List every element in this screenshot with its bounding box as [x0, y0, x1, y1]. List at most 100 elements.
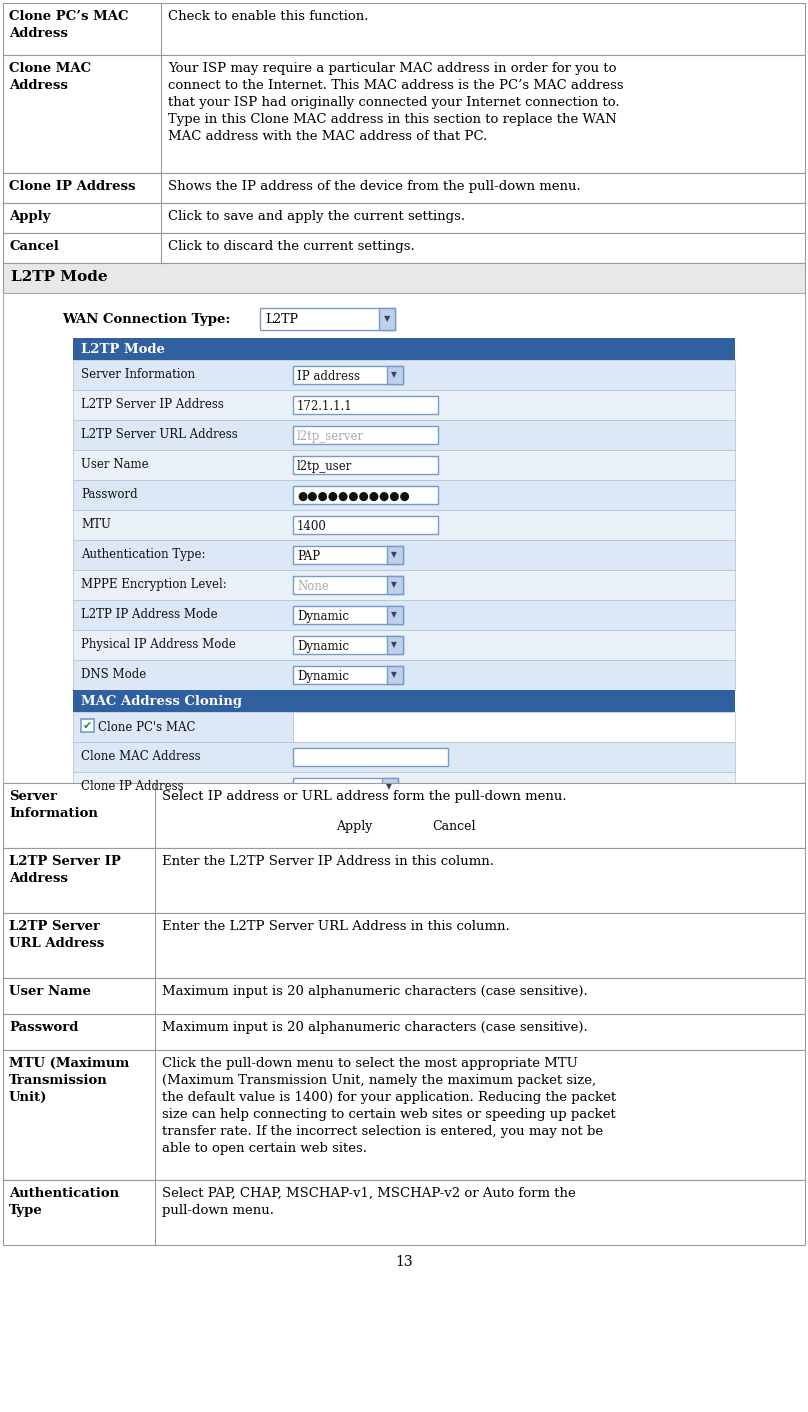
Text: Physical IP Address Mode: Physical IP Address Mode [81, 638, 236, 651]
Bar [73, 630, 735, 659]
Text: L2TP Mode: L2TP Mode [81, 343, 165, 356]
Bar [3, 1051, 805, 1180]
Bar [3, 979, 805, 1014]
Text: ▼: ▼ [391, 641, 397, 650]
Text: Dynamic: Dynamic [297, 640, 349, 652]
Bar [81, 719, 94, 731]
Text: Dynamic: Dynamic [297, 671, 349, 683]
Bar [293, 666, 403, 683]
Bar [73, 419, 735, 450]
Text: Cancel: Cancel [432, 820, 476, 833]
Text: ▼: ▼ [384, 315, 390, 323]
Bar [387, 635, 403, 654]
Bar [382, 778, 398, 796]
Text: Dynamic: Dynamic [297, 610, 349, 623]
Text: L2TP Server IP
Address: L2TP Server IP Address [9, 856, 121, 885]
Bar [293, 515, 438, 534]
Bar [73, 539, 735, 570]
Bar [293, 395, 438, 414]
Text: L2TP Server IP Address: L2TP Server IP Address [81, 398, 224, 411]
Bar [409, 813, 499, 837]
Text: Authentication
Type: Authentication Type [9, 1187, 119, 1217]
Text: Clone IP Address: Clone IP Address [9, 179, 136, 193]
Text: ▼: ▼ [391, 370, 397, 380]
Bar [3, 203, 805, 233]
Bar [293, 366, 403, 384]
Text: Shows the IP address of the device from the pull-down menu.: Shows the IP address of the device from … [168, 179, 581, 193]
Bar [73, 600, 735, 630]
Text: Select IP address or URL address form the pull-down menu.: Select IP address or URL address form th… [162, 789, 566, 803]
Bar [3, 294, 805, 784]
Text: L2TP Server URL Address: L2TP Server URL Address [81, 428, 238, 441]
Text: l2tp_user: l2tp_user [297, 460, 352, 473]
Text: Cancel: Cancel [9, 240, 59, 253]
Bar [293, 635, 403, 654]
Text: L2TP Mode: L2TP Mode [11, 270, 107, 284]
Text: 13: 13 [395, 1255, 413, 1269]
Bar [379, 308, 395, 330]
Bar [73, 480, 735, 510]
Text: ✔: ✔ [83, 722, 92, 731]
Text: ▼: ▼ [391, 610, 397, 620]
Bar [3, 3, 805, 55]
Bar [73, 390, 735, 419]
Text: Password: Password [81, 489, 137, 501]
Text: IP address: IP address [297, 370, 360, 383]
Text: WAN Connection Type:: WAN Connection Type: [61, 313, 230, 326]
Text: Maximum input is 20 alphanumeric characters (case sensitive).: Maximum input is 20 alphanumeric charact… [162, 986, 587, 998]
Text: Clone PC’s MAC
Address: Clone PC’s MAC Address [9, 10, 128, 40]
Text: User Name: User Name [9, 986, 90, 998]
Bar [293, 576, 403, 594]
Bar [387, 606, 403, 624]
Text: MTU (Maximum
Transmission
Unit): MTU (Maximum Transmission Unit) [9, 1058, 129, 1104]
Bar [387, 546, 403, 563]
Text: MAC Address Cloning: MAC Address Cloning [81, 695, 242, 707]
Text: Maximum input is 20 alphanumeric characters (case sensitive).: Maximum input is 20 alphanumeric charact… [162, 1021, 587, 1034]
Bar [3, 1014, 805, 1051]
Text: L2TP IP Address Mode: L2TP IP Address Mode [81, 609, 217, 621]
Text: None: None [297, 580, 329, 593]
Text: MTU: MTU [81, 518, 111, 531]
Text: User Name: User Name [81, 457, 149, 472]
Text: Clone IP Address: Clone IP Address [81, 779, 183, 794]
Bar [73, 510, 735, 539]
Text: 172.1.1.1: 172.1.1.1 [297, 400, 352, 412]
Bar [293, 546, 403, 563]
Text: Clone MAC
Address: Clone MAC Address [9, 62, 91, 92]
Text: Your ISP may require a particular MAC address in order for you to
connect to the: Your ISP may require a particular MAC ad… [168, 62, 624, 143]
Text: Server Information: Server Information [81, 369, 195, 381]
Text: ▼: ▼ [391, 580, 397, 589]
Bar [387, 366, 403, 384]
Text: ▼: ▼ [386, 782, 392, 792]
Bar [3, 1180, 805, 1245]
Text: Enter the L2TP Server IP Address in this column.: Enter the L2TP Server IP Address in this… [162, 856, 494, 868]
Bar [3, 784, 805, 849]
Bar [3, 174, 805, 203]
Bar [73, 570, 735, 600]
Bar [293, 712, 735, 741]
Bar [3, 849, 805, 914]
Text: Authentication Type:: Authentication Type: [81, 548, 205, 561]
Text: Click the pull-down menu to select the most appropriate MTU
(Maximum Transmissio: Click the pull-down menu to select the m… [162, 1058, 617, 1155]
Bar [3, 914, 805, 979]
Bar [293, 456, 438, 474]
Bar [73, 712, 293, 741]
Text: 1400: 1400 [297, 520, 327, 532]
Text: Select PAP, CHAP, MSCHAP-v1, MSCHAP-v2 or Auto form the
pull-down menu.: Select PAP, CHAP, MSCHAP-v1, MSCHAP-v2 o… [162, 1187, 576, 1217]
Text: Apply: Apply [9, 210, 50, 223]
Bar [293, 606, 403, 624]
Text: Password: Password [9, 1021, 78, 1034]
Bar [387, 576, 403, 594]
Text: L2TP Server
URL Address: L2TP Server URL Address [9, 921, 104, 950]
Bar [293, 426, 438, 443]
Text: ▼: ▼ [391, 671, 397, 679]
Bar [309, 813, 399, 837]
Text: Server
Information: Server Information [9, 789, 98, 820]
Bar [293, 486, 438, 504]
Text: ●●●●●●●●●●●: ●●●●●●●●●●● [297, 490, 410, 503]
Text: Clone PC's MAC: Clone PC's MAC [98, 722, 196, 734]
Text: MPPE Encryption Level:: MPPE Encryption Level: [81, 578, 227, 592]
Bar [73, 450, 735, 480]
Text: Click to discard the current settings.: Click to discard the current settings. [168, 240, 415, 253]
Text: Apply: Apply [336, 820, 372, 833]
